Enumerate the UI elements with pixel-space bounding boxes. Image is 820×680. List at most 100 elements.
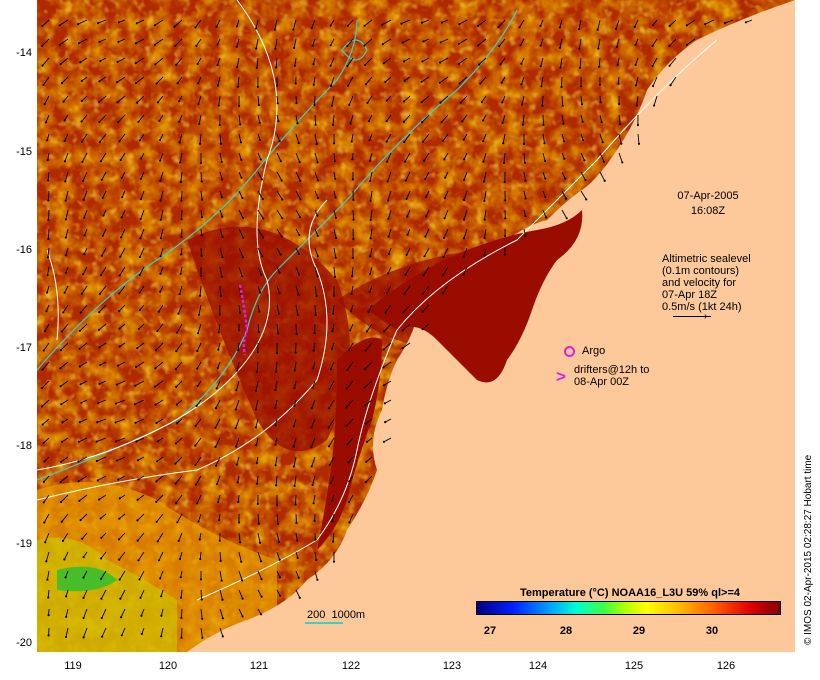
velocity-arrow	[463, 228, 468, 239]
velocity-arrowhead	[64, 576, 67, 579]
velocity-arrowhead	[99, 517, 102, 520]
velocity-arrow	[333, 190, 336, 198]
velocity-arrowhead	[178, 293, 181, 296]
velocity-arrow	[138, 114, 145, 123]
velocity-arrowhead	[61, 440, 64, 443]
velocity-arrow	[402, 304, 411, 313]
velocity-arrow	[219, 228, 223, 238]
velocity-arrowhead	[119, 255, 122, 258]
velocity-arrowhead	[136, 101, 139, 104]
velocity-arrowhead	[255, 389, 258, 392]
velocity-arrowhead	[457, 62, 460, 65]
velocity-arrowhead	[364, 422, 367, 425]
velocity-arrow	[81, 285, 88, 294]
velocity-arrowhead	[617, 82, 620, 85]
velocity-arrowhead	[154, 63, 157, 66]
velocity-arrow	[257, 171, 263, 180]
velocity-arrowhead	[221, 635, 224, 638]
velocity-arrowhead	[420, 101, 423, 104]
velocity-arrowhead	[314, 123, 317, 126]
velocity-arrow	[120, 608, 126, 618]
velocity-arrowhead	[260, 595, 263, 598]
velocity-arrow	[154, 38, 164, 46]
velocity-arrowhead	[65, 595, 68, 598]
velocity-arrowhead	[240, 158, 243, 161]
velocity-arrow	[366, 456, 373, 463]
velocity-arrowhead	[346, 368, 349, 371]
velocity-arrow	[401, 19, 411, 25]
colorbar-tick: 28	[559, 625, 573, 637]
velocity-arrowhead	[502, 142, 505, 145]
velocity-arrowhead	[297, 141, 300, 145]
velocity-arrow	[238, 266, 243, 277]
map-area[interactable]	[37, 0, 795, 652]
velocity-arrowhead	[234, 408, 237, 411]
velocity-arrow	[195, 475, 202, 485]
velocity-arrow	[382, 38, 392, 45]
velocity-arrow	[314, 323, 316, 334]
velocity-arrowhead	[116, 101, 119, 104]
velocity-arrow	[80, 304, 88, 313]
velocity-arrow	[598, 57, 601, 67]
velocity-arrow	[47, 247, 50, 258]
velocity-arrowhead	[80, 99, 83, 102]
velocity-arrowhead	[422, 40, 425, 43]
velocity-arrow	[331, 513, 335, 522]
velocity-arrow	[257, 323, 260, 333]
velocity-arrowhead	[200, 180, 203, 183]
velocity-arrowhead	[179, 180, 182, 183]
velocity-arrowhead	[423, 255, 426, 258]
velocity-arrow	[156, 456, 164, 462]
velocity-arrowhead	[503, 180, 506, 183]
velocity-arrow	[65, 228, 69, 238]
velocity-arrowhead	[114, 402, 117, 405]
velocity-arrow	[99, 380, 107, 385]
velocity-arrowhead	[99, 59, 102, 63]
velocity-arrow	[523, 152, 526, 163]
velocity-arrow	[59, 19, 69, 26]
velocity-arrowhead	[316, 578, 319, 581]
velocity-arrowhead	[160, 635, 163, 638]
velocity-arrowhead	[155, 500, 158, 503]
velocity-arrow	[385, 304, 392, 313]
velocity-arrowhead	[159, 577, 162, 580]
velocity-arrowhead	[46, 578, 49, 581]
velocity-arrow	[65, 209, 69, 220]
cool-shelf	[37, 537, 177, 652]
velocity-arrowhead	[237, 349, 240, 352]
velocity-arrow	[236, 57, 240, 68]
velocity-arrowhead	[382, 440, 386, 443]
velocity-arrowhead	[387, 253, 390, 256]
velocity-arrowhead	[315, 558, 318, 562]
velocity-arrow	[580, 114, 584, 122]
velocity-arrowhead	[348, 480, 351, 483]
velocity-arrowhead	[352, 218, 355, 221]
velocity-arrow	[116, 456, 126, 462]
velocity-arrowhead	[277, 312, 280, 315]
velocity-arrowhead	[47, 179, 50, 182]
velocity-arrowhead	[330, 347, 334, 350]
velocity-arrow	[365, 418, 373, 424]
velocity-arrow	[138, 475, 145, 480]
velocity-arrow	[238, 190, 243, 199]
velocity-arrow	[385, 76, 392, 83]
velocity-arrowhead	[98, 40, 101, 44]
velocity-arrowhead	[499, 63, 502, 66]
velocity-arrowhead	[220, 579, 223, 582]
velocity-arrow	[102, 190, 107, 198]
velocity-arrowhead	[83, 234, 86, 237]
velocity-arrow	[424, 228, 430, 237]
velocity-arrowhead	[96, 479, 99, 482]
velocity-arrow	[256, 361, 259, 372]
velocity-arrowhead	[46, 158, 49, 162]
velocity-arrow	[61, 323, 69, 332]
velocity-arrowhead	[120, 176, 123, 180]
velocity-arrow	[63, 551, 69, 560]
velocity-arrowhead	[43, 521, 46, 524]
velocity-arrow	[402, 342, 411, 349]
velocity-arrow	[115, 418, 126, 423]
velocity-arrow	[599, 152, 605, 162]
velocity-arrowhead	[278, 291, 281, 295]
velocity-arrow	[196, 361, 202, 369]
velocity-arrowhead	[159, 255, 162, 258]
